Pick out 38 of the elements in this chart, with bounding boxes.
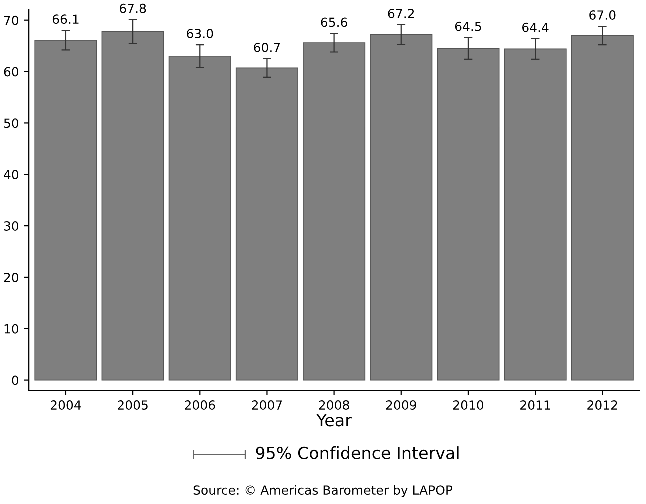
x-tick-label: 2010	[453, 400, 484, 410]
text: 95% Confidence Interval	[256, 446, 459, 460]
x-tick-label: 2011	[520, 400, 550, 410]
y-tick-label: 0	[12, 376, 19, 386]
bar	[34, 40, 98, 381]
bar	[504, 48, 567, 381]
x-tick-label: 2008	[319, 400, 350, 410]
data-label: 60.7	[254, 42, 280, 52]
y-tick-label: 40	[4, 170, 19, 180]
y-tick-label: 10	[4, 324, 19, 334]
bar	[437, 48, 500, 381]
data-label: 67.8	[120, 4, 146, 14]
data-label: 67.2	[388, 9, 414, 18]
data-label: 64.4	[522, 22, 549, 32]
data-label: 67.0	[590, 10, 616, 20]
y-tick-label: 60	[4, 67, 19, 77]
y-tick-label: 30	[4, 222, 19, 231]
y-tick-label: 70	[4, 16, 19, 26]
x-tick-label: 2012	[588, 400, 618, 410]
bar	[303, 42, 366, 381]
bar	[571, 35, 634, 381]
source-note: Source: © Americas Barometer by LAPOP	[194, 485, 453, 498]
x-axis-title: Year	[316, 414, 352, 427]
bar	[236, 68, 298, 381]
x-tick-label: 2009	[386, 400, 416, 410]
data-label: 65.6	[321, 18, 348, 28]
y-tick-label: 50	[4, 118, 19, 128]
data-label: 64.5	[455, 22, 482, 32]
bar	[102, 31, 164, 381]
x-tick-label: 2006	[185, 400, 216, 410]
x-tick-label: 2005	[118, 400, 148, 410]
y-tick-label: 20	[4, 272, 19, 282]
bar	[370, 34, 433, 381]
x-tick-label: 2004	[50, 400, 82, 410]
data-label: 66.1	[52, 14, 79, 24]
x-tick-label: 2007	[252, 400, 282, 410]
bar	[168, 56, 232, 381]
data-label: 63.0	[187, 29, 214, 39]
